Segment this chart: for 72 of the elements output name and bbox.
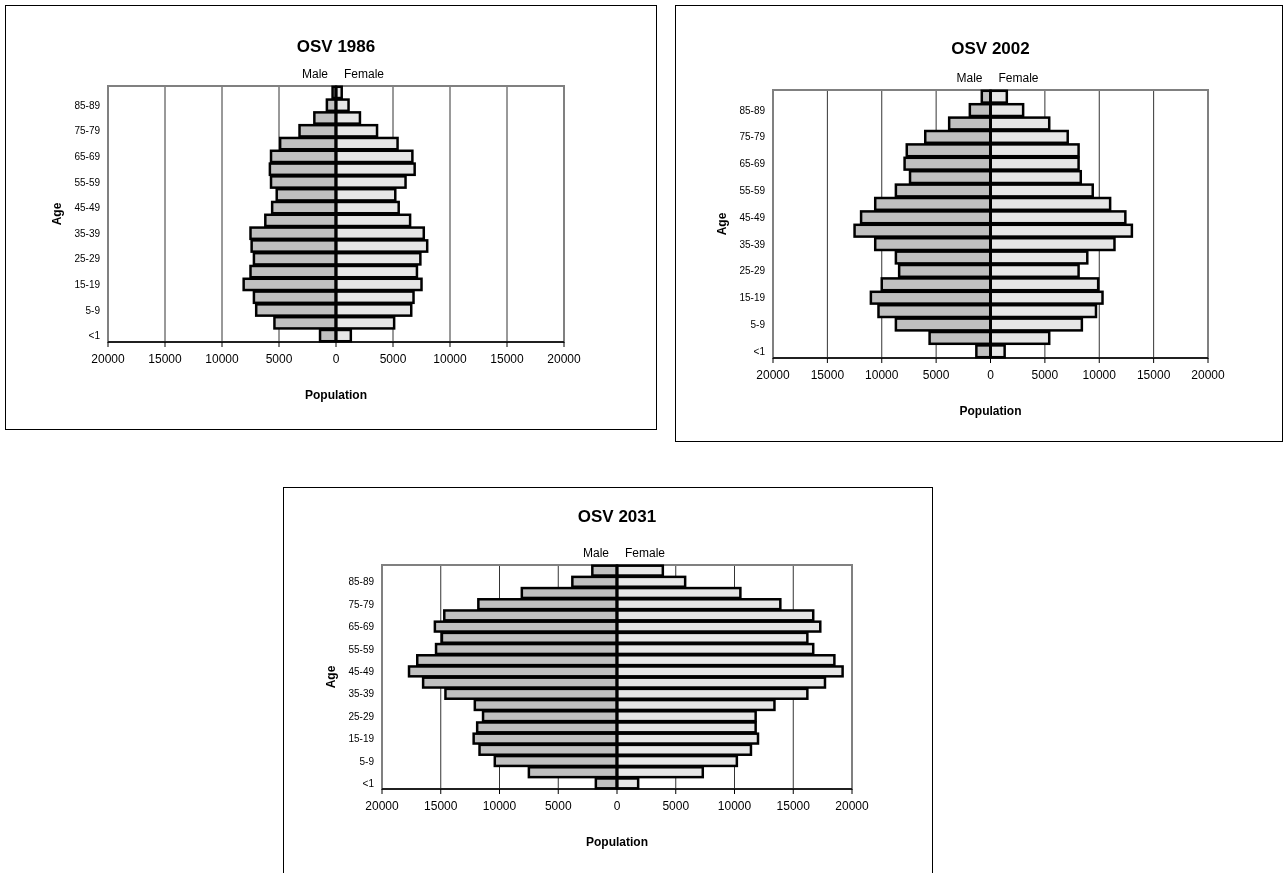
x-tick-label: 5000 (544, 799, 572, 813)
x-tick-label: 5000 (662, 799, 690, 813)
y-tick-label: 5-9 (359, 755, 375, 767)
x-tick-label: 10000 (482, 799, 517, 813)
y-tick-label: 5-9 (750, 319, 766, 330)
y-tick-label: <1 (88, 330, 101, 342)
series-label: Male (956, 71, 983, 85)
series-label: Male (301, 67, 329, 81)
x-tick-label: 15000 (1136, 368, 1171, 382)
x-tick-label: 0 (613, 799, 621, 813)
series-label: Female (625, 546, 666, 560)
y-tick-label: 85-89 (348, 576, 375, 588)
y-tick-label: <1 (362, 777, 375, 789)
x-tick-label: 5000 (379, 352, 407, 366)
y-tick-label: 25-29 (739, 265, 766, 277)
y-tick-label: 75-79 (739, 131, 766, 143)
chart-title: OSV 2031 (577, 507, 657, 526)
x-tick-label: 15000 (810, 368, 845, 382)
y-tick-label: 35-39 (74, 227, 101, 239)
y-axis-title: Age (715, 212, 729, 236)
x-tick-label: 0 (332, 352, 340, 366)
series-label: Female (344, 67, 385, 81)
x-axis-title: Population (305, 388, 367, 402)
y-tick-label: 45-49 (74, 202, 101, 214)
y-tick-label: 85-89 (739, 104, 766, 116)
y-tick-label: 35-39 (739, 238, 766, 250)
y-tick-label: 85-89 (74, 99, 101, 111)
y-tick-label: 75-79 (74, 125, 101, 137)
y-tick-label: 65-69 (74, 150, 101, 162)
x-tick-label: 5000 (265, 352, 293, 366)
x-tick-label: 20000 (1191, 368, 1226, 382)
y-axis-title: Age (324, 665, 338, 689)
y-axis-title: Age (50, 202, 64, 226)
x-tick-label: 15000 (424, 799, 458, 813)
x-tick-label: 10000 (865, 368, 899, 382)
x-tick-label: 5000 (1031, 368, 1059, 382)
y-tick-label: 55-59 (348, 643, 375, 655)
y-tick-label: 35-39 (348, 688, 375, 700)
x-tick-label: 20000 (756, 368, 791, 382)
y-tick-label: 65-69 (739, 158, 766, 170)
y-tick-label: 15-19 (74, 278, 101, 290)
y-tick-label: 25-29 (348, 710, 375, 722)
x-tick-label: 10000 (717, 799, 752, 813)
y-tick-label: 65-69 (348, 621, 375, 633)
y-tick-label: 45-49 (739, 211, 766, 223)
y-tick-label: 5-9 (85, 304, 101, 316)
y-tick-label: 15-19 (348, 733, 375, 745)
y-tick-label: 25-29 (74, 253, 101, 265)
x-tick-label: 10000 (1082, 368, 1117, 382)
x-axis-title: Population (959, 404, 1022, 418)
x-tick-label: 15000 (148, 352, 183, 366)
x-tick-label: 20000 (365, 799, 400, 813)
y-tick-label: <1 (753, 345, 766, 357)
y-tick-label: 15-19 (739, 292, 766, 304)
y-tick-label: 55-59 (74, 176, 101, 188)
x-tick-label: 20000 (835, 799, 870, 813)
x-tick-label: 0 (987, 368, 995, 382)
x-axis-title: Population (586, 835, 648, 849)
x-tick-label: 10000 (205, 352, 240, 366)
y-tick-label: 55-59 (739, 185, 766, 196)
x-tick-label: 15000 (776, 799, 811, 813)
y-tick-label: 75-79 (348, 598, 375, 610)
y-tick-label: 45-49 (348, 665, 375, 677)
x-tick-label: 15000 (490, 352, 525, 366)
chart-title: OSV 2002 (951, 39, 1030, 58)
chart-title: OSV 1986 (296, 37, 376, 56)
series-label: Male (582, 546, 610, 560)
x-tick-label: 10000 (433, 352, 468, 366)
x-tick-label: 20000 (547, 352, 582, 366)
series-label: Female (998, 71, 1039, 85)
x-tick-label: 20000 (91, 352, 126, 366)
x-tick-label: 5000 (922, 368, 950, 382)
